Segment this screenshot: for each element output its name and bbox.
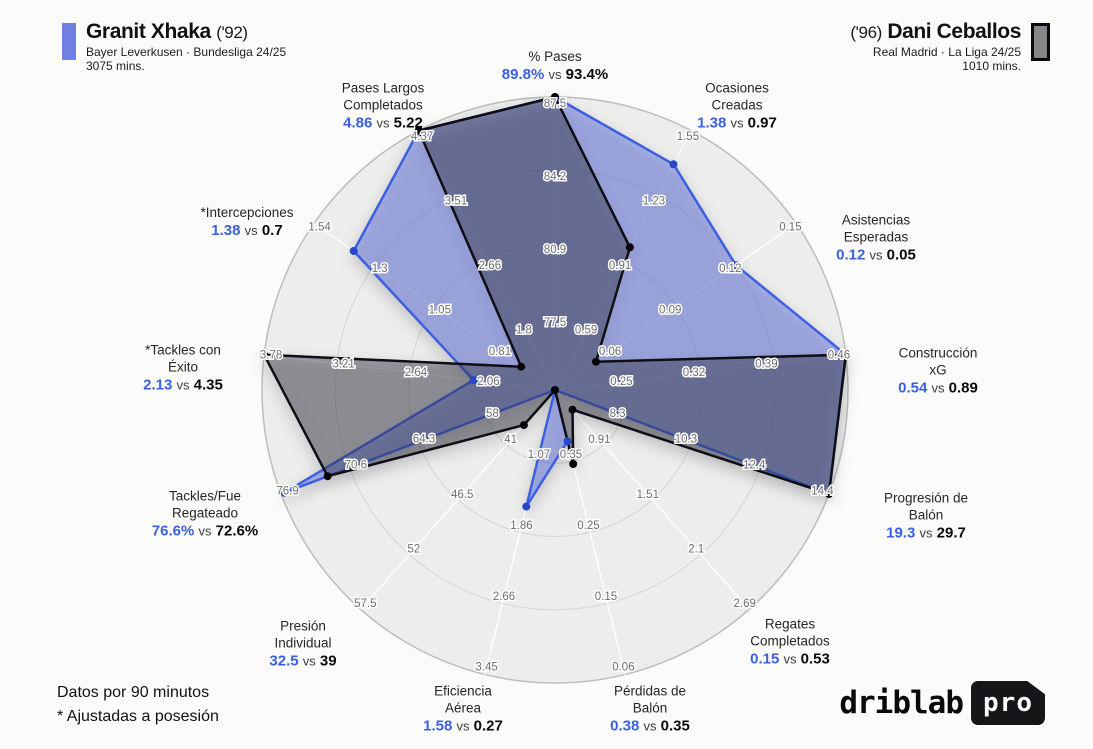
axis-tick-label: 3.51 — [445, 195, 467, 207]
ceballos-vertex-dot — [551, 93, 559, 101]
ceballos-vertex-dot — [519, 421, 528, 430]
axis-tick-label: 46.5 — [451, 489, 473, 501]
axis-tick-label: 2.66 — [479, 260, 501, 272]
axis-tick-label: 0.81 — [489, 346, 511, 358]
axis-tick-label: 64.3 — [413, 434, 435, 446]
ceballos-vertex-dot — [841, 350, 850, 359]
axis-tick-label: 77.5 — [544, 317, 566, 329]
player-left-name: Granit Xhaka — [86, 20, 211, 43]
axis-tick-label: 2.66 — [493, 591, 515, 603]
axis-tick-label: 1.54 — [308, 222, 331, 234]
xhaka-vertex-dot — [522, 502, 531, 511]
ceballos-vertex-dot — [551, 386, 559, 394]
xhaka-vertex-dot — [563, 437, 572, 446]
axis-tick-label: 76.9 — [276, 485, 298, 497]
xhaka-vertex-dot — [731, 261, 740, 270]
axis-tick-label: 0.59 — [575, 325, 597, 337]
ceballos-vertex-dot — [323, 472, 332, 481]
axis-tick-label: 4.37 — [411, 131, 433, 143]
axis-tick-label: 0.91 — [609, 260, 631, 272]
player-left-name-line: Granit Xhaka ('92) — [86, 20, 286, 45]
axis-tick-label: 3.21 — [332, 358, 354, 370]
footnotes: Datos por 90 minutos * Ajustadas a poses… — [57, 681, 219, 729]
player-left-team: Bayer Leverkusen · Bundesliga 24/25 — [86, 45, 287, 59]
xhaka-vertex-dot — [469, 376, 478, 385]
axis-tick-label: 0.25 — [577, 520, 599, 532]
axis-tick-label: 14.4 — [811, 485, 834, 497]
player-right-name-line: ('96) Dani Ceballos — [850, 20, 1021, 45]
axis-tick-label: 2.69 — [734, 598, 756, 610]
ceballos-polygon — [262, 95, 848, 496]
axis-tick-label: 57.5 — [354, 598, 376, 610]
axis-tick-label: 1.07 — [528, 449, 550, 461]
axis-tick-label: 52 — [407, 543, 420, 555]
axis-tick-label: 10.3 — [675, 434, 697, 446]
axis-tick-label: 0.09 — [659, 305, 681, 317]
axis-tick-label: 1.86 — [510, 520, 532, 532]
player-left-birth-year: ('92) — [216, 23, 248, 42]
axis-tick-label: 0.91 — [588, 434, 610, 446]
ceballos-vertex-dot — [825, 489, 833, 498]
player-left-text: Granit Xhaka ('92) Bayer Leverkusen · Bu… — [86, 20, 286, 73]
axis-tick-label: 84.2 — [544, 171, 566, 183]
axis-tick-label: 0.06 — [612, 662, 634, 674]
axis-tick-label: 0.15 — [779, 222, 801, 234]
pro-badge: pro — [971, 681, 1045, 725]
xhaka-vertex-dot — [280, 488, 289, 497]
axis-tick-label: 1.3 — [372, 263, 388, 275]
axis-tick-label: 3.45 — [475, 662, 497, 674]
axis-tick-label: 2.06 — [477, 376, 499, 388]
ceballos-vertex-dot — [568, 405, 577, 414]
axis-tick-label: 1.55 — [677, 131, 699, 143]
axis-tick-label: 1.05 — [429, 305, 451, 317]
axis-tick-label: 41 — [504, 434, 517, 446]
axis-tick-label: 0.25 — [610, 376, 632, 388]
axis-tick-label: 70.6 — [345, 460, 367, 472]
axis-tick-label: 87.5 — [544, 98, 566, 110]
axis-tick-label: 0.15 — [595, 591, 617, 603]
axis-tick-label: 0.35 — [560, 449, 582, 461]
axis-tick-label: 12.4 — [743, 460, 766, 472]
driblab-wordmark: driblab — [839, 685, 964, 721]
player-right-color-swatch — [1031, 23, 1050, 61]
player-right-birth-year: ('96) — [850, 23, 882, 42]
axis-tick-label: 1.51 — [637, 489, 659, 501]
player-right-text: ('96) Dani Ceballos Real Madrid · La Lig… — [850, 20, 1021, 73]
axis-tick-label: 0.46 — [828, 350, 850, 362]
ceballos-vertex-dot — [625, 243, 634, 252]
axis-tick-label: 58 — [486, 408, 499, 420]
ceballos-vertex-dot — [517, 362, 526, 371]
ceballos-vertex-dot — [260, 350, 269, 359]
axis-tick-label: 0.12 — [719, 263, 741, 275]
axis-tick-label: 1.8 — [516, 325, 532, 337]
ceballos-vertex-dot — [414, 126, 423, 135]
player-left-header: Granit Xhaka ('92) Bayer Leverkusen · Bu… — [62, 20, 286, 73]
xhaka-vertex-dot — [349, 247, 358, 255]
axis-tick-label: 3.78 — [260, 350, 282, 362]
player-left-minutes: 3075 mins. — [86, 59, 145, 73]
axis-tick-label: 2.64 — [405, 367, 428, 379]
axis-tick-label: 80.9 — [544, 244, 566, 256]
xhaka-polygon — [283, 95, 848, 508]
radar-spoke — [554, 389, 750, 610]
driblab-pro-logo: driblab pro — [839, 681, 1045, 725]
footnote-per-90: Datos por 90 minutos — [57, 684, 210, 701]
footnote-possession-adjusted: * Ajustadas a posesión — [57, 708, 219, 725]
player-left-color-swatch — [62, 23, 76, 60]
axis-tick-label: 0.39 — [755, 358, 777, 370]
axis-tick-label: 0.06 — [599, 346, 621, 358]
axis-tick-label: 2.1 — [688, 543, 704, 555]
xhaka-vertex-dot — [669, 160, 678, 169]
axis-tick-label: 8.3 — [610, 408, 626, 420]
player-right-name: Dani Ceballos — [887, 20, 1021, 43]
player-right-minutes: 1010 mins. — [962, 59, 1021, 73]
player-right-header: ('96) Dani Ceballos Real Madrid · La Lig… — [850, 20, 1050, 73]
axis-tick-label: 0.32 — [683, 367, 705, 379]
player-right-team: Real Madrid · La Liga 24/25 — [872, 45, 1021, 59]
ceballos-vertex-dot — [592, 357, 600, 366]
axis-tick-label: 1.23 — [643, 195, 665, 207]
ceballos-vertex-dot — [569, 460, 578, 468]
